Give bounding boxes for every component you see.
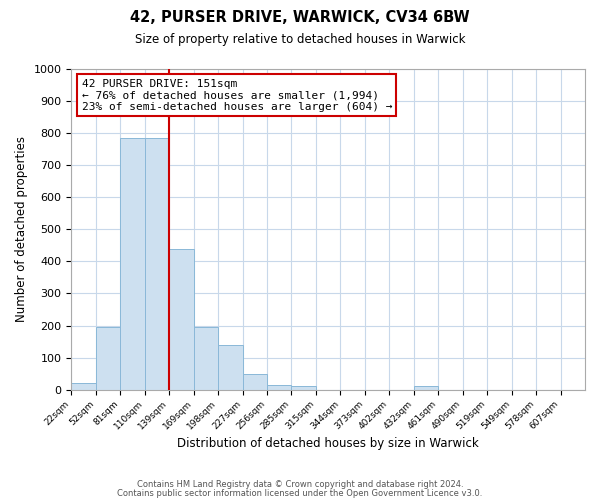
Text: 42, PURSER DRIVE, WARWICK, CV34 6BW: 42, PURSER DRIVE, WARWICK, CV34 6BW: [130, 10, 470, 25]
Bar: [71, 383, 96, 390]
X-axis label: Distribution of detached houses by size in Warwick: Distribution of detached houses by size …: [177, 437, 479, 450]
Bar: [120, 138, 145, 390]
Bar: [242, 374, 267, 390]
Bar: [267, 385, 292, 390]
Bar: [218, 344, 242, 390]
Bar: [414, 386, 438, 390]
Bar: [194, 327, 218, 390]
Bar: [169, 248, 194, 390]
Bar: [145, 138, 169, 390]
Text: Size of property relative to detached houses in Warwick: Size of property relative to detached ho…: [135, 32, 465, 46]
Text: 42 PURSER DRIVE: 151sqm
← 76% of detached houses are smaller (1,994)
23% of semi: 42 PURSER DRIVE: 151sqm ← 76% of detache…: [82, 78, 392, 112]
Y-axis label: Number of detached properties: Number of detached properties: [15, 136, 28, 322]
Text: Contains HM Land Registry data © Crown copyright and database right 2024.: Contains HM Land Registry data © Crown c…: [137, 480, 463, 489]
Text: Contains public sector information licensed under the Open Government Licence v3: Contains public sector information licen…: [118, 488, 482, 498]
Bar: [96, 327, 120, 390]
Bar: [292, 386, 316, 390]
